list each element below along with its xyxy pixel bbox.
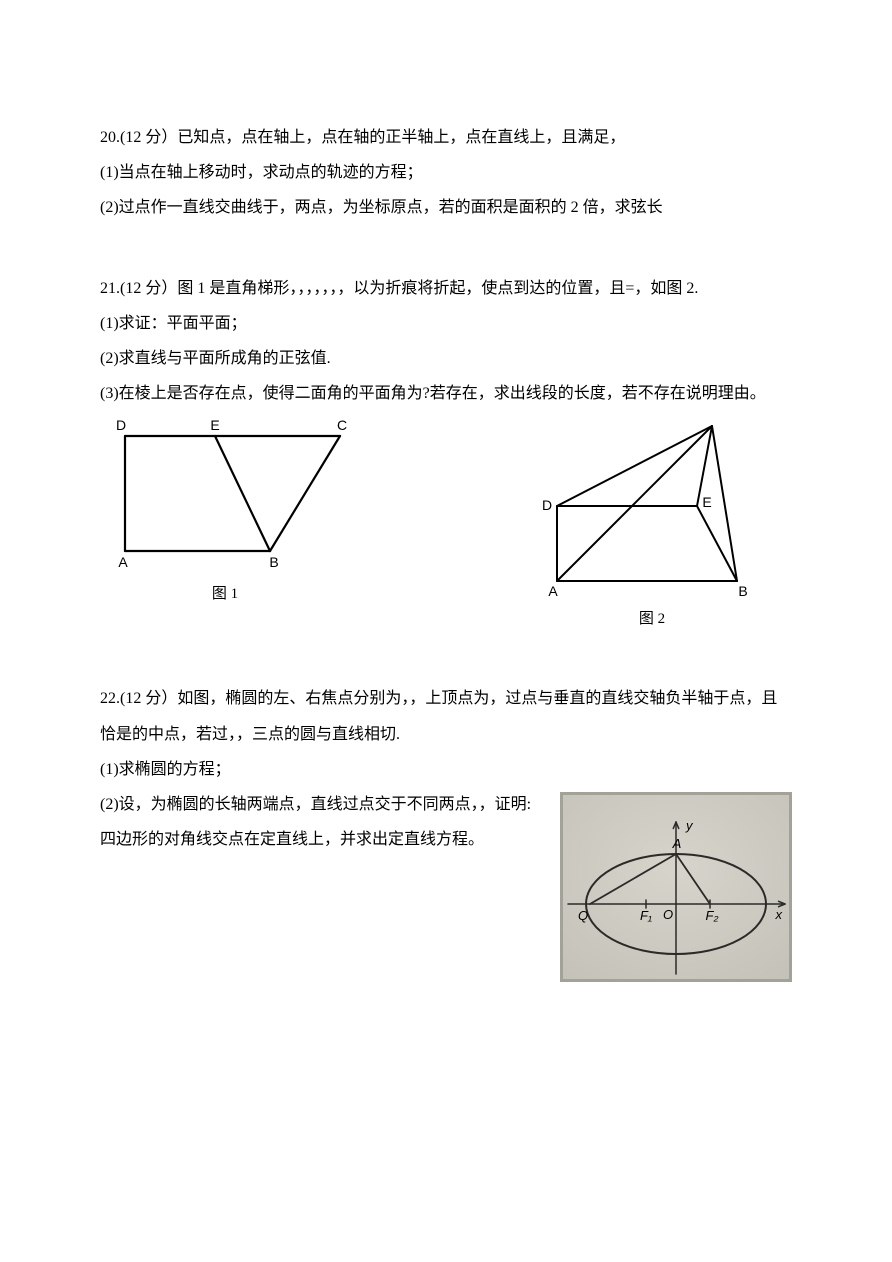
p20-heading: 20.(12 分）已知点，点在轴上，点在轴的正半轴上，点在直线上，且满足， [100, 120, 792, 155]
svg-text:x: x [775, 907, 783, 922]
p21-part1: (1)求证：平面平面； [100, 306, 792, 341]
svg-text:A: A [548, 583, 558, 599]
svg-text:D: D [542, 497, 552, 513]
trapezoid-diagram: A B D E C [100, 416, 350, 576]
svg-text:C: C [337, 417, 347, 433]
ellipse-diagram: yxAOQF₁F₂ [560, 792, 792, 982]
svg-text:B: B [269, 554, 278, 570]
svg-text:F₁: F₁ [640, 908, 652, 923]
p21-figures: A B D E C 图 1 A B D E 图 2 [100, 416, 792, 636]
p21-heading: 21.(12 分）图 1 是直角梯形，，，，，，，以为折痕将折起，使点到达的位置… [100, 271, 792, 306]
svg-text:E: E [702, 494, 711, 510]
p21-part2: (2)求直线与平面所成角的正弦值. [100, 341, 792, 376]
p20-part2: (2)过点作一直线交曲线于，两点，为坐标原点，若的面积是面积的 2 倍，求弦长 [100, 190, 792, 225]
folded-solid-diagram: A B D E [532, 416, 772, 601]
p21-figure2-box: A B D E 图 2 [532, 416, 772, 636]
p22-part1: (1)求椭圆的方程； [100, 752, 792, 787]
svg-text:Q: Q [578, 908, 588, 923]
problem-20: 20.(12 分）已知点，点在轴上，点在轴的正半轴上，点在直线上，且满足， (1… [100, 120, 792, 226]
p22-heading: 22.(12 分）如图，椭圆的左、右焦点分别为，，上顶点为，过点与垂直的直线交轴… [100, 681, 792, 751]
svg-text:E: E [210, 417, 219, 433]
svg-text:A: A [672, 836, 682, 851]
p21-fig1-caption: 图 1 [212, 578, 238, 611]
p21-figure1-box: A B D E C 图 1 [100, 416, 350, 611]
problem-21: 21.(12 分）图 1 是直角梯形，，，，，，，以为折痕将折起，使点到达的位置… [100, 271, 792, 637]
p21-fig2-caption: 图 2 [639, 603, 665, 636]
p22-part2: (2)设，为椭圆的长轴两端点，直线过点交于不同两点，，证明: 四边形的对角线交点… [100, 787, 550, 857]
svg-text:F₂: F₂ [706, 908, 719, 923]
svg-text:B: B [738, 583, 747, 599]
p20-part1: (1)当点在轴上移动时，求动点的轨迹的方程； [100, 155, 792, 190]
problem-22: 22.(12 分）如图，椭圆的左、右焦点分别为，，上顶点为，过点与垂直的直线交轴… [100, 681, 792, 857]
svg-text:D: D [116, 417, 126, 433]
p22-figure-box: yxAOQF₁F₂ [560, 792, 792, 982]
p21-part3: (3)在棱上是否存在点，使得二面角的平面角为?若存在，求出线段的长度，若不存在说… [100, 376, 792, 411]
svg-text:O: O [663, 907, 673, 922]
svg-text:A: A [118, 554, 128, 570]
